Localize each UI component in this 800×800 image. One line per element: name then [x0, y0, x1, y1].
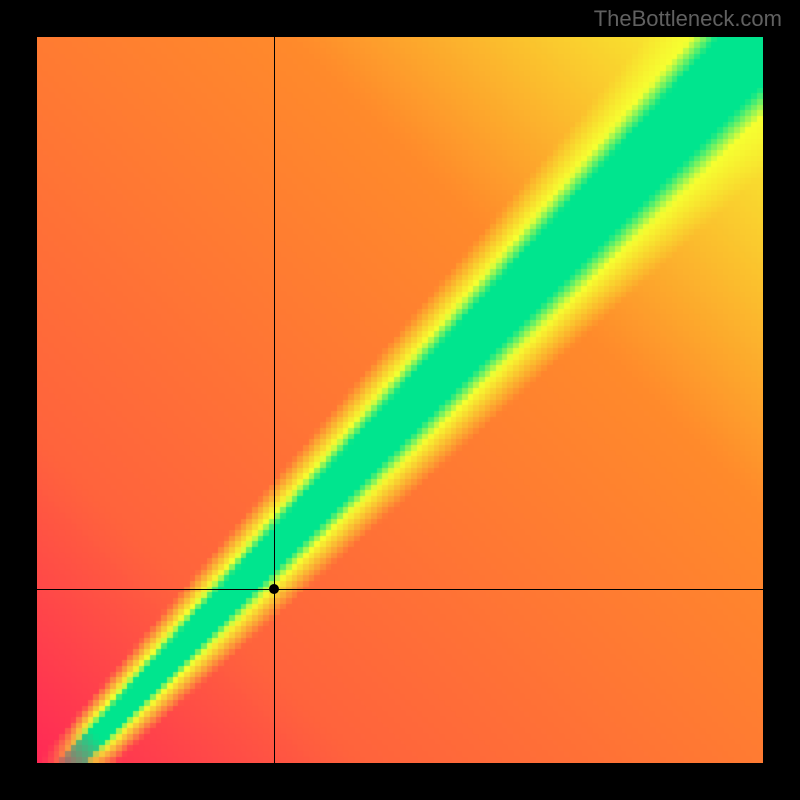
- heatmap-canvas: [37, 37, 763, 763]
- plot-area: [37, 37, 763, 763]
- data-point-marker: [269, 584, 279, 594]
- crosshair-horizontal: [37, 589, 763, 590]
- crosshair-vertical: [274, 37, 275, 763]
- watermark-text: TheBottleneck.com: [594, 6, 782, 32]
- chart-frame: [0, 0, 800, 800]
